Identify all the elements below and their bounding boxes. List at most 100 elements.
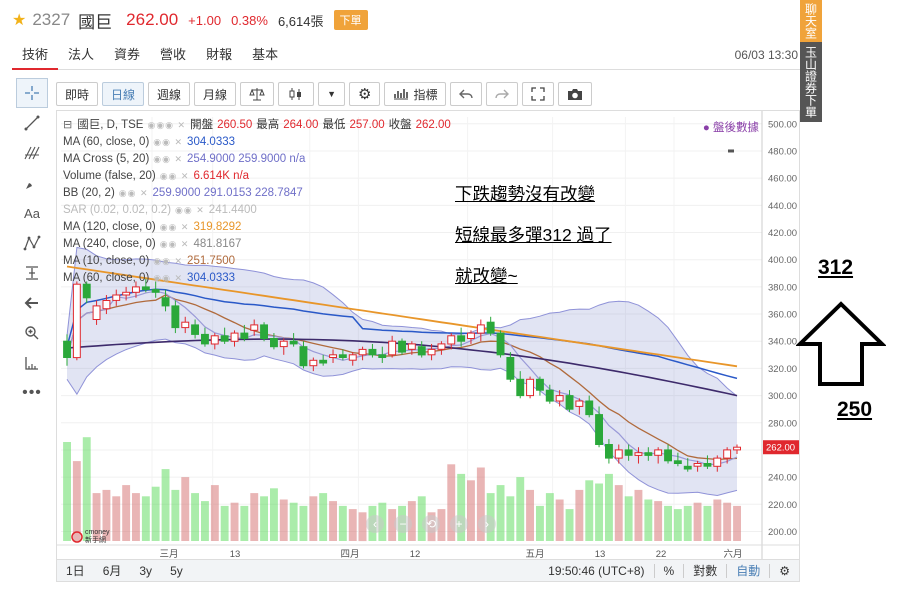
chart-area[interactable]: 500.00 480.00 460.00 440.00 420.00 400.00 380.… xyxy=(56,110,800,560)
candle-body xyxy=(102,300,111,310)
collapse-icon[interactable]: ⊟ xyxy=(63,119,74,131)
indicator-controls[interactable]: ◉◉ ✕ xyxy=(118,188,149,198)
fibonacci-icon[interactable] xyxy=(16,138,48,168)
arrow-left-icon[interactable] xyxy=(16,288,48,318)
volume-bar xyxy=(634,489,643,541)
indicator-value: 241.4400 xyxy=(208,204,257,216)
candle-body xyxy=(407,343,416,350)
tab-revenue[interactable]: 營收 xyxy=(160,46,187,62)
candle-body xyxy=(496,332,505,356)
range-1d[interactable]: 1日 xyxy=(66,564,85,578)
favorite-star-icon[interactable]: ★ xyxy=(12,12,27,29)
y-tick-label: 300.00 xyxy=(768,391,797,402)
scroll-control-glyph: ‹ xyxy=(373,517,377,531)
candle-body xyxy=(555,395,564,402)
range-3y[interactable]: 3y xyxy=(139,563,153,578)
volume-bar xyxy=(72,461,81,541)
indicator-controls[interactable]: ◉◉ ✕ xyxy=(153,273,184,283)
interval-weekly-button[interactable]: 週線 xyxy=(148,82,191,106)
candle-body xyxy=(63,340,71,358)
scale-settings-gear-icon[interactable]: ⚙ xyxy=(779,563,790,578)
ruler-icon[interactable] xyxy=(16,348,48,378)
indicator-controls[interactable]: ◉◉ ✕ xyxy=(153,256,184,266)
chart-type-dropdown-icon[interactable]: ▼ xyxy=(318,82,345,106)
chart-scroll-controls[interactable]: ‹ − ⟲ + › xyxy=(366,515,496,533)
legend-controls[interactable]: ◉◉◉ ✕ xyxy=(147,120,187,130)
interval-realtime-button[interactable]: 即時 xyxy=(56,82,99,106)
candle-body xyxy=(299,346,308,367)
ma120-line xyxy=(66,265,738,368)
indicators-button[interactable]: 指標 xyxy=(384,82,447,106)
crosshair-icon[interactable] xyxy=(16,78,48,108)
x-tick-label: 13 xyxy=(595,549,606,559)
candle-body xyxy=(723,449,732,459)
y-tick-label: 320.00 xyxy=(768,364,797,375)
volume-bar xyxy=(102,489,111,541)
indicator-controls[interactable]: ◉◉ ✕ xyxy=(175,205,205,215)
camera-icon[interactable] xyxy=(558,82,593,106)
percent-scale-toggle[interactable]: % xyxy=(663,563,675,578)
volume-bar xyxy=(191,493,199,541)
auto-scale-toggle[interactable]: 自動 xyxy=(736,564,761,578)
x-tick-label: 四月 xyxy=(340,549,359,559)
chatroom-button[interactable]: 聊天室 xyxy=(800,0,822,42)
more-icon[interactable]: ••• xyxy=(22,384,42,401)
range-5y[interactable]: 5y xyxy=(170,563,183,578)
candle-body xyxy=(565,395,574,410)
log-scale-toggle[interactable]: 對數 xyxy=(693,564,718,578)
ma60-line xyxy=(66,288,738,380)
tab-margin[interactable]: 資券 xyxy=(114,46,141,62)
zoom-in-icon[interactable] xyxy=(16,318,48,348)
candle-body xyxy=(122,291,131,296)
candle-body xyxy=(92,305,101,320)
candle-body xyxy=(309,359,318,367)
broker-order-button[interactable]: 玉山證券下單 xyxy=(800,42,822,122)
x-tick-label: 三月 xyxy=(159,549,178,559)
volume-bar xyxy=(122,485,131,541)
low-value: 257.00 xyxy=(349,119,385,131)
volume-bar xyxy=(683,505,692,541)
indicator-controls[interactable]: ◉◉ ✕ xyxy=(159,239,190,249)
chart-toolbar: 即時 日線 週線 月線 ▼ ⚙ 指標 xyxy=(56,80,800,108)
legend-indicator-row: MA (60, close, 0) ◉◉ ✕ 304.0333 xyxy=(63,270,455,287)
redo-icon[interactable] xyxy=(486,82,519,106)
y-tick-label: 220.00 xyxy=(768,500,797,511)
trend-line-icon[interactable] xyxy=(16,108,48,138)
indicator-controls[interactable]: ◉◉ ✕ xyxy=(153,137,184,147)
text-tool-icon[interactable]: Aa xyxy=(24,205,40,221)
indicator-controls[interactable]: ◉◉ ✕ xyxy=(153,154,184,164)
interval-monthly-button[interactable]: 月線 xyxy=(194,82,237,106)
volume-bar xyxy=(526,489,534,541)
tab-technical[interactable]: 技術 xyxy=(12,40,59,70)
fullscreen-icon[interactable] xyxy=(522,82,555,106)
settings-gear-icon[interactable]: ⚙ xyxy=(348,82,381,106)
measure-icon[interactable] xyxy=(16,258,48,288)
tab-fundamentals[interactable]: 基本 xyxy=(252,46,279,62)
scroll-control-button xyxy=(450,515,468,533)
chart-type-candle-icon[interactable] xyxy=(278,82,315,106)
volume-bar xyxy=(545,493,554,541)
indicator-value: 259.9000 291.0153 228.7847 xyxy=(152,187,303,199)
undo-icon[interactable] xyxy=(450,82,483,106)
volume-bar xyxy=(151,486,160,541)
indicator-controls[interactable]: ◉◉ ✕ xyxy=(159,222,190,232)
compare-icon[interactable] xyxy=(240,82,275,106)
candle-body xyxy=(457,335,466,342)
scroll-control-glyph: › xyxy=(485,517,489,531)
tab-financials[interactable]: 財報 xyxy=(206,46,233,62)
pattern-icon[interactable] xyxy=(16,228,48,258)
tab-institutional[interactable]: 法人 xyxy=(68,46,95,62)
indicator-controls[interactable]: ◉◉ ✕ xyxy=(159,171,190,181)
volume-bar xyxy=(309,496,318,541)
volume-bar xyxy=(575,489,584,541)
logo-cmoney: cmoney 新手網 xyxy=(71,529,110,544)
order-button[interactable]: 下單 xyxy=(333,10,368,30)
brush-icon[interactable] xyxy=(16,168,48,198)
legend-indicator-row: MA Cross (5, 20) ◉◉ ✕ 254.9000 259.9000 n/… xyxy=(63,151,455,168)
after-hours-data-toggle[interactable]: ● 盤後數據 xyxy=(702,122,759,134)
range-6m[interactable]: 6月 xyxy=(102,564,122,578)
y-tick-label: 400.00 xyxy=(768,255,797,266)
volume-bar xyxy=(496,485,505,541)
interval-daily-button[interactable]: 日線 xyxy=(102,82,145,106)
price-chart[interactable]: 500.00 480.00 460.00 440.00 420.00 400.00 380.… xyxy=(57,111,799,559)
